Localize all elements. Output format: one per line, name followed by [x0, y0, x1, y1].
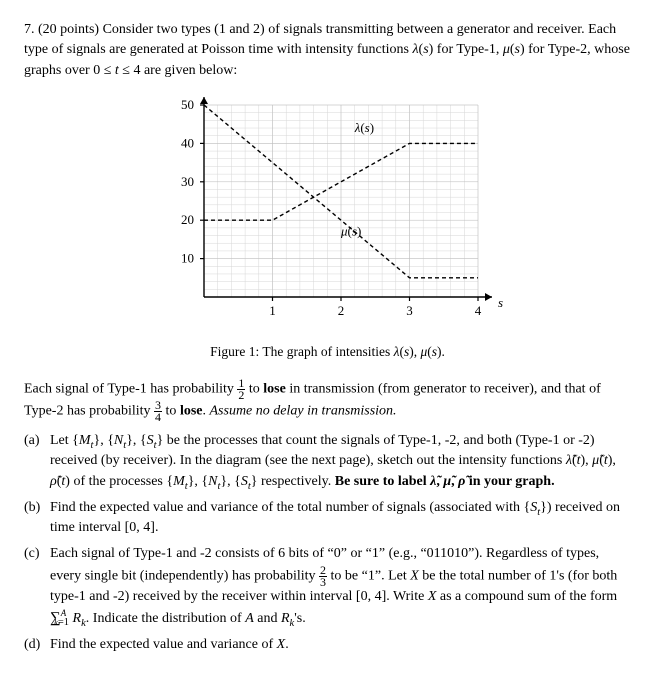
svg-text:20: 20 — [181, 212, 194, 227]
svg-text:4: 4 — [474, 303, 481, 318]
part-d-label: (d) — [24, 635, 50, 655]
figure-caption: Figure 1: The graph of intensities λ(s),… — [24, 342, 631, 362]
problem-intro: Consider two types (1 and 2) of signals … — [24, 22, 630, 78]
subparts-list: (a) Let {Mt}, {Nt}, {St} be the processe… — [24, 431, 631, 656]
part-c-body: Each signal of Type-1 and -2 consists of… — [50, 544, 631, 629]
part-a-label: (a) — [24, 431, 50, 492]
part-b-body: Find the expected value and variance of … — [50, 498, 631, 539]
svg-text:40: 40 — [181, 135, 194, 150]
part-d: (d) Find the expected value and variance… — [24, 635, 631, 655]
problem-number: 7. — [24, 22, 35, 37]
part-c-label: (c) — [24, 544, 50, 629]
problem-points: (20 points) — [38, 22, 99, 37]
svg-text:λ(s): λ(s) — [353, 120, 373, 135]
part-c: (c) Each signal of Type-1 and -2 consist… — [24, 544, 631, 629]
svg-text:1: 1 — [269, 303, 276, 318]
part-a: (a) Let {Mt}, {Nt}, {St} be the processe… — [24, 431, 631, 492]
part-b-label: (b) — [24, 498, 50, 539]
assume-text: Assume no delay in transmission. — [210, 404, 397, 419]
svg-text:μ(s): μ(s) — [340, 223, 361, 238]
svg-text:3: 3 — [406, 303, 413, 318]
part-b: (b) Find the expected value and variance… — [24, 498, 631, 539]
svg-text:50: 50 — [181, 97, 194, 112]
figure-container: 10 20 30 40 50 1 2 3 4 s λ(s) μ(s) — [24, 95, 631, 332]
transition-paragraph: Each signal of Type-1 has probability 12… — [24, 378, 631, 423]
part-d-body: Find the expected value and variance of … — [50, 635, 631, 655]
part-a-body: Let {Mt}, {Nt}, {St} be the processes th… — [50, 431, 631, 492]
problem-statement: 7. (20 points) Consider two types (1 and… — [24, 20, 631, 81]
svg-text:10: 10 — [181, 250, 194, 265]
lose-word-2: lose — [180, 404, 203, 419]
svg-text:2: 2 — [337, 303, 344, 318]
intensity-chart: 10 20 30 40 50 1 2 3 4 s λ(s) μ(s) — [148, 95, 508, 325]
lose-word-1: lose — [263, 381, 286, 396]
svg-text:s: s — [498, 295, 503, 310]
svg-text:30: 30 — [181, 174, 194, 189]
